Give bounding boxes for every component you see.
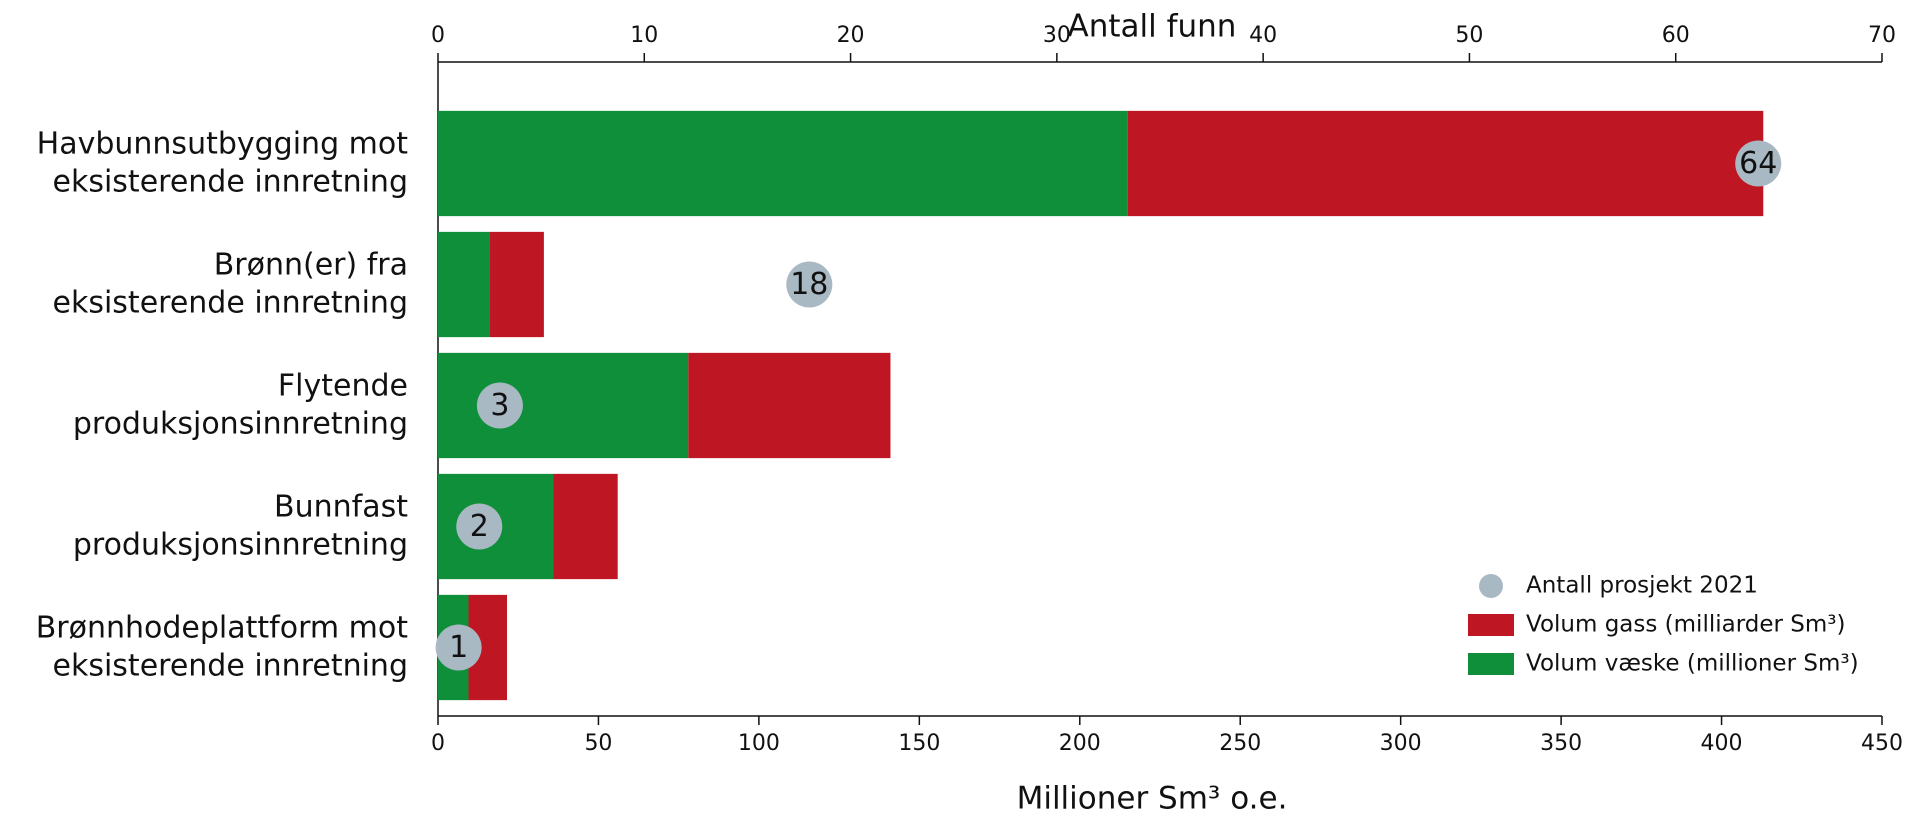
x-tick-label: 250	[1219, 731, 1261, 756]
x-tick-label: 50	[584, 731, 612, 756]
x2-tick-label: 0	[431, 23, 445, 48]
x-tick-label: 0	[431, 731, 445, 756]
data-label: 18	[790, 267, 828, 302]
x-tick-label: 100	[738, 731, 780, 756]
x2-tick-label: 50	[1455, 23, 1483, 48]
legend-label: Volum gass (milliarder Sm³)	[1526, 612, 1845, 638]
legend-marker	[1468, 614, 1514, 636]
x-tick-label: 400	[1701, 731, 1743, 756]
bar-segment	[438, 352, 689, 459]
data-label: 2	[470, 509, 489, 544]
bar-segment	[553, 473, 618, 580]
x2-tick-label: 10	[630, 23, 658, 48]
x-tick-label: 350	[1540, 731, 1582, 756]
x-axis-title: Millioner Sm³ o.e.	[1017, 781, 1288, 817]
bar-segment	[489, 231, 544, 338]
project-dot	[786, 261, 833, 308]
y-tick-label: Havbunnsutbygging mot eksisterende innret…	[37, 126, 409, 199]
x-tick-label: 450	[1861, 731, 1903, 756]
y-tick-label: Brønnhodeplattform mot eksisterende innre…	[36, 610, 409, 683]
bar-segment	[1127, 110, 1764, 217]
bar-segment	[688, 352, 891, 459]
legend-marker	[1468, 653, 1514, 675]
legend-label: Antall prosjekt 2021	[1526, 573, 1758, 599]
x2-tick-label: 20	[837, 23, 865, 48]
legend-marker	[1479, 574, 1503, 598]
y-tick-label: Flytende produksjonsinnretning	[73, 368, 408, 441]
y-tick-label: Bunnfast produksjonsinnretning	[73, 489, 408, 562]
bar-segment	[438, 231, 490, 338]
x-tick-label: 300	[1380, 731, 1422, 756]
y-tick-label: Brønn(er) fra eksisterende innretning	[53, 247, 409, 320]
x-tick-label: 150	[898, 731, 940, 756]
legend-label: Volum væske (millioner Sm³)	[1526, 651, 1859, 677]
x2-axis-title: Antall funn	[1068, 9, 1237, 45]
x-tick-label: 200	[1059, 731, 1101, 756]
project-dot	[476, 382, 523, 429]
project-dot	[435, 624, 482, 671]
data-label: 1	[449, 630, 468, 665]
x2-tick-label: 70	[1868, 23, 1896, 48]
bar-segment	[438, 110, 1128, 217]
project-dot	[1735, 140, 1782, 187]
project-dot	[456, 503, 503, 550]
data-label: 64	[1739, 146, 1777, 181]
x2-tick-label: 30	[1043, 23, 1071, 48]
x2-tick-label: 40	[1249, 23, 1277, 48]
data-label: 3	[490, 388, 509, 423]
x2-tick-label: 60	[1662, 23, 1690, 48]
